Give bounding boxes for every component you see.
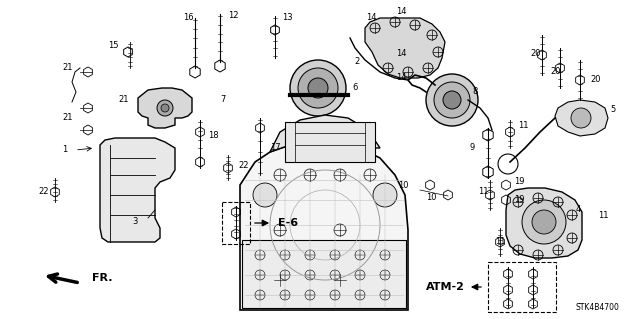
Text: ATM-2: ATM-2 [426,282,465,292]
Text: 14: 14 [396,49,406,58]
Text: 9: 9 [470,144,476,152]
Text: 13: 13 [282,13,292,23]
Text: FR.: FR. [92,273,113,283]
Polygon shape [555,100,608,136]
Text: 19: 19 [514,177,525,187]
Text: 4: 4 [576,205,581,214]
Bar [242,240,406,308]
Text: E-6: E-6 [278,218,298,228]
Text: 16: 16 [183,13,194,23]
Polygon shape [270,115,380,152]
Polygon shape [240,142,408,310]
Bar [222,202,250,244]
Bar [488,262,556,312]
Text: 14: 14 [396,8,406,17]
Text: 20: 20 [530,49,541,58]
Circle shape [571,108,591,128]
Text: 10: 10 [398,181,408,189]
Text: 21: 21 [118,95,129,105]
Text: 11: 11 [518,122,529,130]
Text: 22: 22 [38,188,49,197]
Text: 22: 22 [238,160,248,169]
Circle shape [308,78,328,98]
Polygon shape [138,88,192,128]
Circle shape [298,68,338,108]
Polygon shape [100,138,175,242]
Text: 21: 21 [62,63,72,72]
Text: 17: 17 [270,144,280,152]
Text: 5: 5 [610,106,615,115]
Text: 21: 21 [62,114,72,122]
Circle shape [157,100,173,116]
Text: 20: 20 [590,76,600,85]
Text: STK4B4700: STK4B4700 [575,303,619,312]
Text: 18: 18 [208,131,219,140]
Text: 14: 14 [396,73,406,83]
Text: 12: 12 [228,11,239,20]
Text: 11: 11 [478,188,488,197]
Text: 6: 6 [352,84,357,93]
Circle shape [522,200,566,244]
Text: 20: 20 [550,68,561,77]
Polygon shape [506,188,582,258]
Text: 19: 19 [514,196,525,204]
Text: 14: 14 [366,13,376,23]
Text: 1: 1 [62,145,67,154]
Circle shape [373,253,397,277]
Circle shape [443,91,461,109]
Circle shape [373,183,397,207]
Circle shape [426,74,478,126]
Circle shape [532,210,556,234]
Circle shape [290,60,346,116]
Circle shape [434,82,470,118]
Circle shape [161,104,169,112]
Text: 3: 3 [132,218,138,226]
Circle shape [253,253,277,277]
Text: 2: 2 [354,57,359,66]
Circle shape [253,183,277,207]
Text: 8: 8 [472,87,477,97]
Bar [285,122,375,162]
Text: 11: 11 [495,238,506,247]
Text: 11: 11 [598,211,609,219]
Text: 7: 7 [220,95,225,105]
Polygon shape [365,18,445,78]
Text: 10: 10 [426,194,436,203]
Text: 15: 15 [108,41,118,50]
